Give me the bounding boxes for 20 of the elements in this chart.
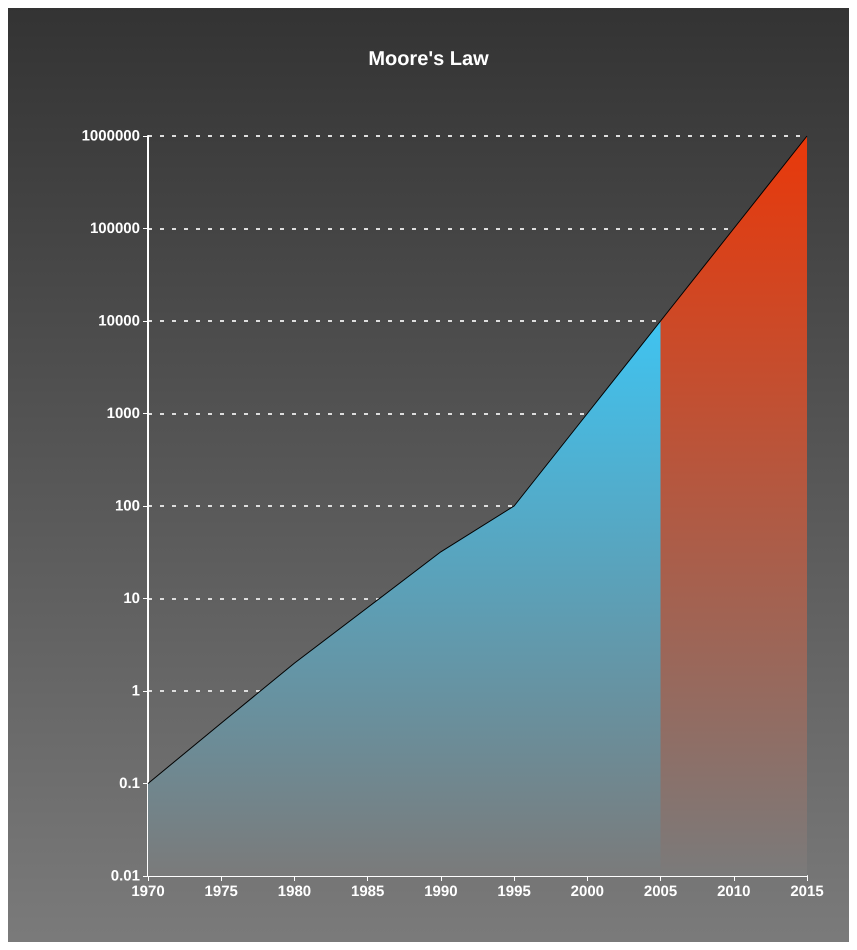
x-tick-label: 1990: [424, 883, 458, 900]
x-tick-label: 2000: [570, 883, 604, 900]
x-tick-label: 1995: [497, 883, 531, 900]
x-tick-label: 1975: [204, 883, 238, 900]
y-tick-label: 10000: [98, 312, 140, 330]
y-tick-label: 1: [132, 682, 140, 700]
x-tick-label: 2005: [644, 883, 678, 900]
chart-title: Moore's Law: [368, 48, 490, 70]
x-tick-label: 2010: [717, 883, 750, 900]
y-tick-label: 0.01: [110, 868, 140, 884]
y-tick-label: 0.1: [119, 775, 140, 792]
y-tick-label: 10: [123, 590, 140, 607]
y-tick-label: 1000: [106, 405, 140, 422]
x-tick-label: 1980: [278, 883, 312, 900]
x-tick-label: 1970: [131, 883, 165, 900]
y-tick-label: 100000: [90, 220, 140, 237]
x-tick-label: 1985: [350, 883, 384, 900]
y-tick-label: 100: [114, 498, 140, 514]
y-tick-label: 1000000: [82, 128, 140, 144]
x-tick-label: 2015: [790, 883, 824, 900]
